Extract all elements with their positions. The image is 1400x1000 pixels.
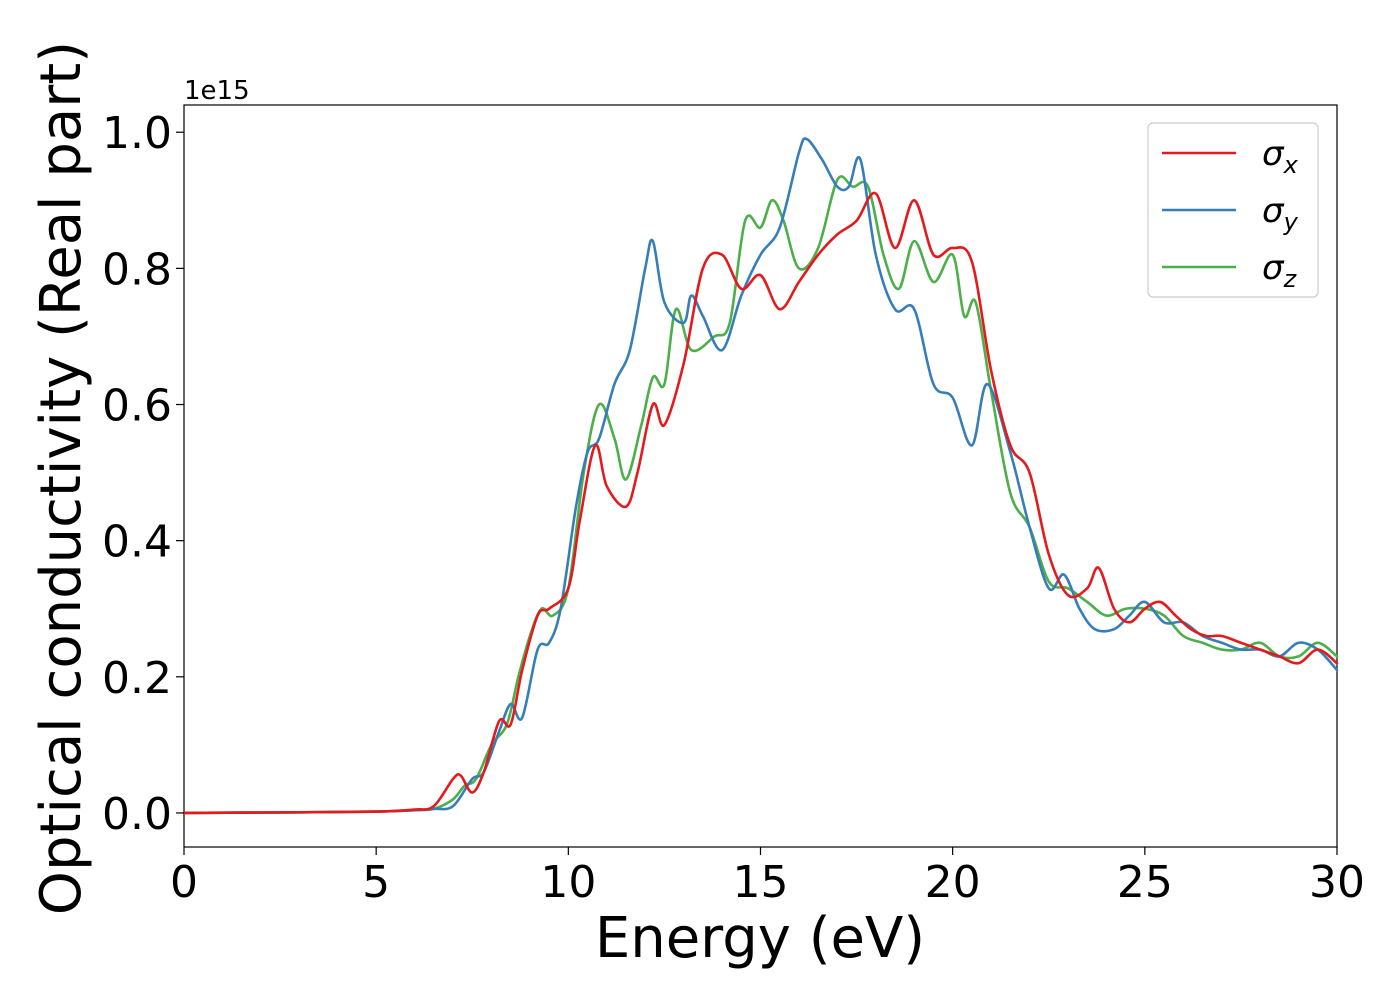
x-tick-label: 30 <box>1309 857 1365 908</box>
series-layer <box>182 137 1339 815</box>
y-axis-title: Optical conductivity (Real part) <box>29 41 94 915</box>
series-line-z <box>182 175 1339 815</box>
series-line-y <box>182 137 1339 815</box>
legend-label-y: σy <box>1262 191 1299 236</box>
y-tick-label: 0.0 <box>102 789 172 840</box>
x-tick-label: 15 <box>733 857 789 908</box>
y-axis: 0.0 0.2 0.4 0.6 0.8 1.0 <box>102 108 184 840</box>
y-offset-text: 1e15 <box>184 76 250 106</box>
y-tick-label: 0.8 <box>102 244 172 295</box>
x-tick-label: 0 <box>170 857 198 908</box>
x-tick-label: 25 <box>1117 857 1173 908</box>
y-tick-label: 1.0 <box>102 108 172 159</box>
legend: σx σy σz <box>1147 122 1319 298</box>
y-tick-label: 0.6 <box>102 381 172 432</box>
series-line-x <box>182 191 1339 815</box>
x-axis-title: Energy (eV) <box>595 906 925 971</box>
legend-label-x: σx <box>1262 134 1299 179</box>
x-tick-label: 10 <box>540 857 596 908</box>
y-tick-label: 0.2 <box>102 653 172 704</box>
y-tick-label: 0.4 <box>102 517 172 568</box>
x-tick-label: 5 <box>362 857 390 908</box>
plot-area <box>182 104 1339 848</box>
legend-label-z: σz <box>1262 248 1298 293</box>
x-tick-label: 20 <box>925 857 981 908</box>
x-axis: 0 5 10 15 20 25 30 <box>170 847 1365 908</box>
